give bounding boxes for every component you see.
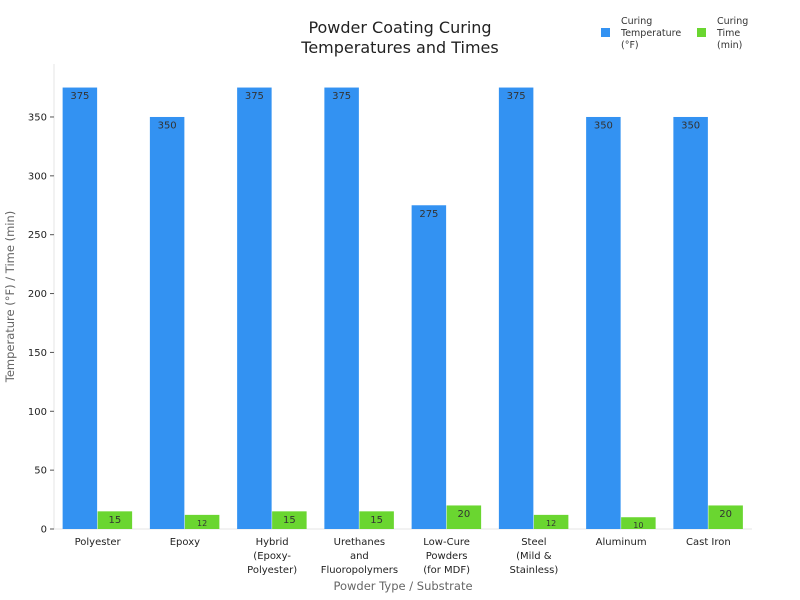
- x-axis-title: Powder Type / Substrate: [333, 579, 472, 593]
- bar-value-label: 15: [109, 515, 122, 526]
- x-tick-label: Epoxy: [170, 537, 200, 548]
- y-tick-label: 350: [28, 112, 47, 123]
- legend-item: Curing Temperature (°F): [601, 16, 681, 51]
- chart-title-line: Temperatures and Times: [300, 38, 498, 57]
- bar: [411, 205, 447, 530]
- bar-value-label: 15: [283, 515, 296, 526]
- bar: [359, 511, 394, 529]
- y-tick-label: 0: [41, 525, 47, 536]
- bar: [237, 87, 272, 529]
- y-tick-label: 50: [34, 466, 47, 477]
- x-tick-label: Aluminum: [596, 537, 647, 548]
- bar: [673, 116, 708, 530]
- bar-value-label: 350: [681, 120, 700, 131]
- legend-label: Curing Temperature (°F): [620, 16, 681, 51]
- bar-value-label: 375: [70, 91, 89, 102]
- y-axis-title: Temperature (°F) / Time (min): [3, 211, 17, 383]
- legend-label: Curing Time (min): [716, 16, 748, 51]
- bar: [586, 116, 621, 530]
- bar: [533, 514, 569, 529]
- y-tick-label: 100: [28, 407, 47, 418]
- y-tick-label: 200: [28, 289, 47, 300]
- bar-value-label: 12: [197, 519, 207, 528]
- bar-value-label: 20: [458, 509, 471, 520]
- bar: [498, 87, 534, 529]
- bar: [446, 505, 482, 529]
- bar: [621, 517, 656, 529]
- x-tick-label: Polyester: [75, 537, 122, 548]
- bar-value-label: 375: [507, 91, 526, 102]
- bar-value-label: 375: [332, 91, 351, 102]
- bars: 375 350 375 375 275 375 350 350 15 12 15 15 20 12 10 20: [62, 87, 743, 530]
- x-tick-label: Low-Cure Powders (for MDF): [423, 537, 470, 576]
- y-tick-label: 150: [28, 348, 47, 359]
- chart-title-line: Powder Coating Curing: [308, 18, 491, 37]
- y-tick-label: 250: [28, 230, 47, 241]
- bar-value-label: 350: [158, 120, 177, 131]
- bar-value-label: 375: [245, 91, 264, 102]
- bar-value-label: 350: [594, 120, 613, 131]
- x-tick-label: Steel (Mild & Stainless): [509, 537, 558, 576]
- x-tick-label: Urethanes and Fluoropolymers: [321, 537, 398, 576]
- bar: [149, 116, 185, 530]
- bar: [62, 87, 98, 529]
- chart-title: Powder Coating Curing Temperatures and Ti…: [300, 18, 498, 57]
- bar: [272, 511, 307, 529]
- series-1: 15 12 15 15 20 12 10 20: [97, 505, 743, 530]
- bar: [708, 505, 743, 529]
- legend-swatch: [601, 28, 610, 37]
- bar: [97, 511, 133, 529]
- bar: [324, 87, 359, 529]
- bar-value-label: 15: [370, 515, 383, 526]
- y-tick-label: 300: [28, 171, 47, 182]
- x-tick-label: Hybrid (Epoxy-Polyester): [247, 537, 297, 576]
- bar-value-label: 275: [419, 209, 438, 220]
- bar-value-label: 20: [719, 509, 732, 520]
- x-tick-label: Cast Iron: [686, 537, 731, 548]
- series-0: 375 350 375 375 275 375 350 350: [62, 87, 708, 530]
- legend-item: Curing Time (min): [697, 16, 748, 51]
- legend-swatch: [697, 28, 706, 37]
- axes: 0 50 100 150 200 250 300 350 Polyester Epoxy Hybri…: [28, 64, 752, 576]
- bar-value-label: 10: [633, 521, 643, 530]
- legend: Curing Temperature (°F) Curing Time (min): [601, 16, 748, 51]
- bar: [184, 514, 220, 529]
- bar-value-label: 12: [546, 519, 556, 528]
